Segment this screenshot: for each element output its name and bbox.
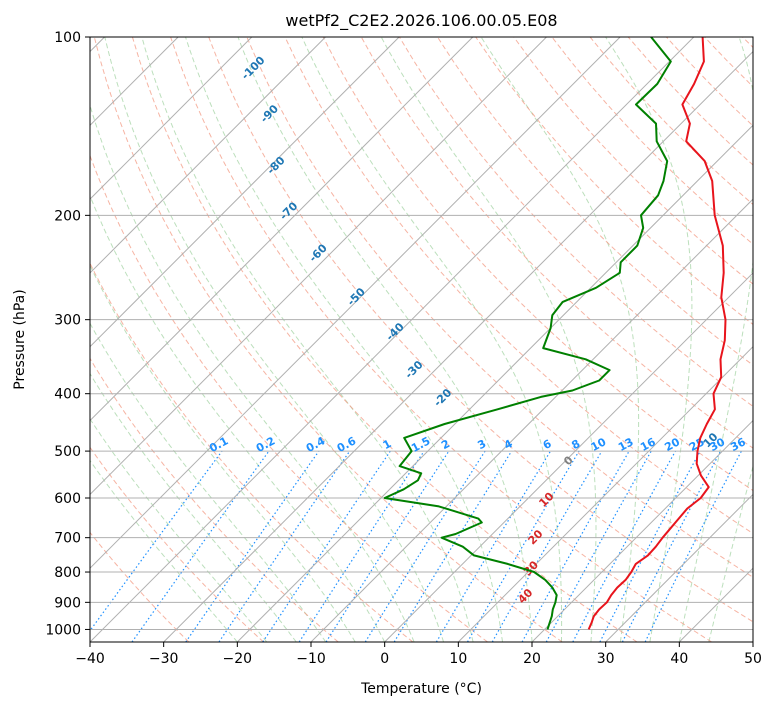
temperature-series-line xyxy=(587,37,727,630)
y-tick-label: 100 xyxy=(54,30,81,46)
mixing-ratio-lines xyxy=(90,450,742,642)
moist-adiabat-line xyxy=(301,37,563,642)
mixing-ratio-label: 30 xyxy=(708,435,728,454)
x-tick-label: 40 xyxy=(670,651,688,667)
dry-adiabats xyxy=(90,37,753,642)
x-tick-label: −20 xyxy=(223,651,253,667)
y-tick-label: 700 xyxy=(54,531,81,547)
moist-adiabat-line xyxy=(104,37,445,642)
isotherm-line xyxy=(310,198,753,642)
y-axis-title: Pressure (hPa) xyxy=(12,289,28,389)
y-axis-ticks: 100 200 300 400 500 600 700 800 900 1000 xyxy=(45,30,90,638)
moist-adiabat-line xyxy=(380,37,597,642)
moist-adiabat-line xyxy=(90,459,238,642)
x-tick-label: −40 xyxy=(75,651,105,667)
plot-frame xyxy=(89,36,754,643)
mixing-ratio-line xyxy=(185,450,320,642)
isotherm-line xyxy=(90,37,326,274)
y-tick-label: 300 xyxy=(54,313,81,329)
x-axis-ticks: −40 −30 −20 −10 0 10 20 30 40 50 xyxy=(75,642,762,667)
mixing-ratio-label: 16 xyxy=(638,435,658,454)
moist-adiabat-line xyxy=(90,322,327,642)
dry-adiabat-line xyxy=(284,37,753,535)
mixing-ratio-line xyxy=(325,450,450,642)
isotherm-line xyxy=(605,493,753,642)
isotherm-line xyxy=(531,419,753,642)
y-tick-label: 600 xyxy=(54,491,81,507)
isotherm-line xyxy=(90,37,474,422)
x-tick-label: 10 xyxy=(449,651,467,667)
mixing-ratio-line xyxy=(572,450,677,642)
skewed-isotherms xyxy=(90,37,753,642)
y-tick-label: 1000 xyxy=(45,622,81,638)
mixing-ratio-line xyxy=(262,450,391,642)
dry-adiabat-line xyxy=(208,37,753,623)
plot-area: 10-20-30-40-50-60-70-80-90-1000.1 0.2 0.4 0… xyxy=(90,37,753,642)
moist-adiabat-line xyxy=(185,37,503,642)
moist-adiabat-line xyxy=(90,418,268,642)
isotherm-line xyxy=(90,37,621,569)
mixing-ratio-line xyxy=(521,450,630,642)
chart-title: wetPf2_C2E2.2026.106.00.05.E08 xyxy=(285,11,557,31)
mixing-ratio-label: 13 xyxy=(616,435,636,454)
x-tick-label: −10 xyxy=(296,651,326,667)
dry-adiabat-line xyxy=(90,154,488,642)
moist-adiabat-line xyxy=(678,37,753,642)
dry-adiabat-line xyxy=(90,446,264,642)
dry-adiabat-line xyxy=(513,37,753,285)
moist-adiabats xyxy=(90,37,753,642)
moist-adiabat-line xyxy=(605,37,693,642)
mixing-ratio-label: 36 xyxy=(728,435,748,454)
x-tick-label: −30 xyxy=(149,651,179,667)
dry-adiabat-line xyxy=(170,37,712,642)
isobars xyxy=(90,37,753,630)
mixing-ratio-line xyxy=(218,450,351,642)
x-tick-label: 50 xyxy=(744,651,762,667)
moist-adiabat-line xyxy=(480,37,640,642)
x-tick-label: 30 xyxy=(597,651,615,667)
x-tick-label: 0 xyxy=(380,651,389,667)
mixing-ratio-label: 25 xyxy=(687,435,707,454)
mixing-ratio-line xyxy=(90,450,223,632)
y-tick-label: 400 xyxy=(54,387,81,403)
moist-adiabat-line xyxy=(90,264,356,642)
mixing-ratio-label: 20 xyxy=(662,435,682,454)
dry-adiabat-line xyxy=(437,37,753,366)
mixing-ratio-line xyxy=(644,450,742,642)
dry-adiabat-line xyxy=(93,37,563,642)
dry-adiabat-line xyxy=(90,531,190,642)
y-tick-label: 900 xyxy=(54,595,81,611)
moist-adiabat-line xyxy=(237,37,533,642)
moist-adiabat-line xyxy=(90,372,297,642)
isotherm-line xyxy=(90,37,547,496)
isotherm-line xyxy=(236,124,753,642)
isotherm-line xyxy=(90,37,400,348)
x-tick-label: 20 xyxy=(523,651,541,667)
isotherm-line xyxy=(384,272,753,642)
dry-adiabat-line xyxy=(360,37,753,449)
sounding-series xyxy=(383,37,727,630)
x-axis-title: Temperature (°C) xyxy=(360,681,482,697)
y-tick-label: 500 xyxy=(54,444,81,460)
isotherm-line xyxy=(457,346,753,642)
dry-adiabat-line xyxy=(90,357,339,642)
dewpoint-series-line xyxy=(383,37,672,630)
mixing-ratio-label: 10 xyxy=(589,435,609,454)
y-tick-label: 200 xyxy=(54,208,81,224)
dry-adiabat-line xyxy=(322,37,753,492)
isotherm-line xyxy=(90,37,695,642)
isotherm-line xyxy=(90,37,253,200)
dry-adiabat-line xyxy=(246,37,753,578)
mixing-ratio-line xyxy=(545,450,652,642)
mixing-ratio-line xyxy=(393,450,513,642)
isotherm-line xyxy=(163,50,753,642)
moist-adiabat-line xyxy=(708,464,753,642)
dry-adiabat-line xyxy=(131,37,638,642)
y-tick-label: 800 xyxy=(54,565,81,581)
mixing-ratio-line xyxy=(298,450,425,642)
